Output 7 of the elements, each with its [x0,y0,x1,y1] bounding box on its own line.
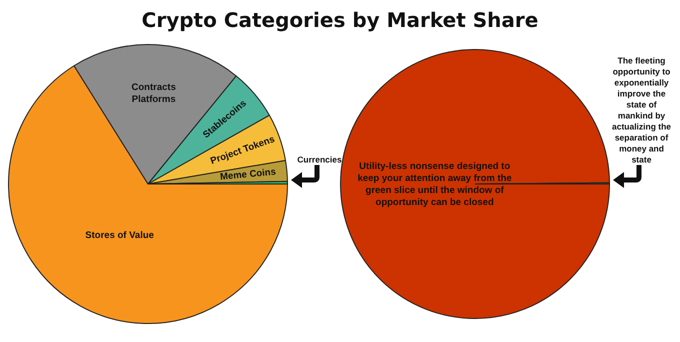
slice-label: Stores of Value [85,230,154,241]
chart-title: Crypto Categories by Market Share [140,8,540,32]
slice-label: Utility-less nonsense designed to keep your attention away from the green slice until the window of opportunity can be closed [358,160,512,208]
slice-label: Contracts Platforms [132,82,176,106]
slice-label: Currencies [297,154,342,164]
category-label: The fleeting opportunity to exponentially improve the state of mankind by actualizing the separation of money and state [612,55,672,164]
slice-label: Meme Coins [220,166,276,183]
